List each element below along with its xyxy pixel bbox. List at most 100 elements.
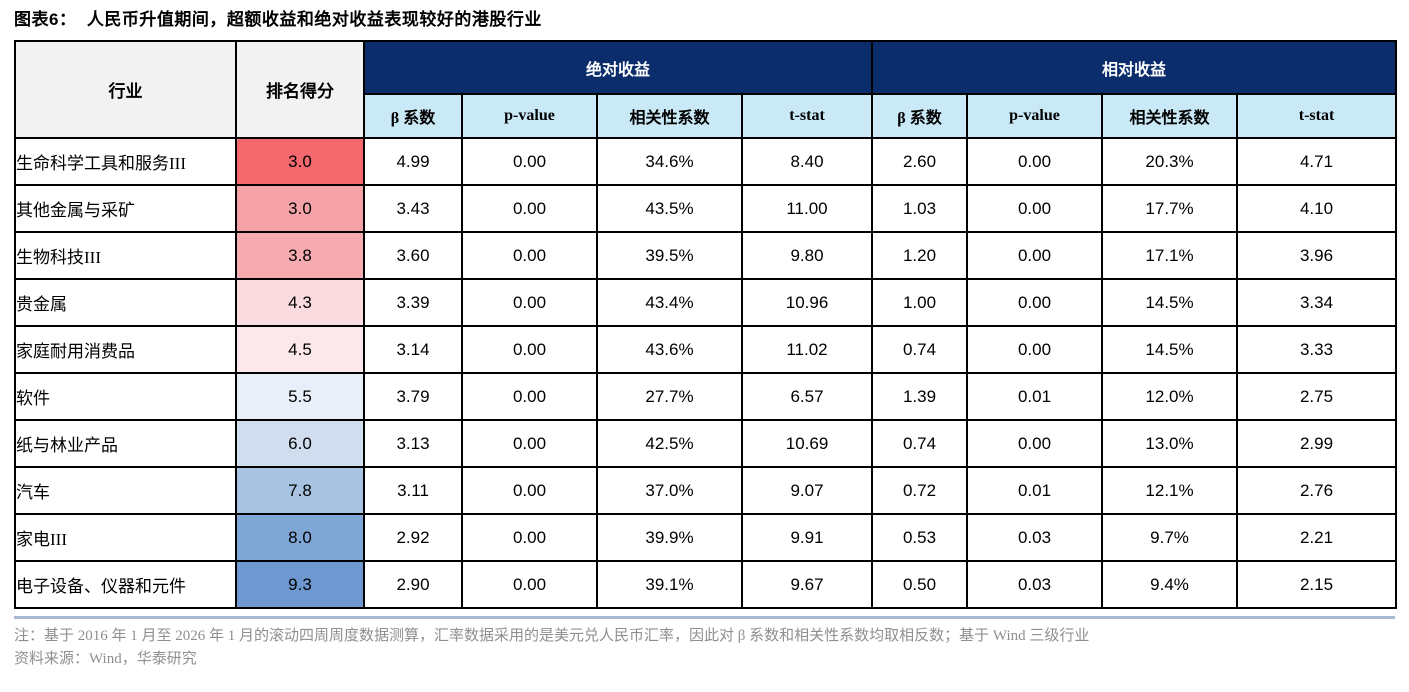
score-cell: 4.3 (235, 278, 365, 327)
rel-value-cell: 0.00 (966, 184, 1104, 233)
rel-value-cell: 0.74 (871, 325, 969, 374)
abs-value-cell: 0.00 (461, 278, 598, 327)
rel-value-cell: 17.7% (1101, 184, 1239, 233)
rel-value-cell: 0.74 (871, 419, 969, 468)
abs-value-cell: 27.7% (596, 372, 743, 421)
score-cell: 8.0 (235, 513, 365, 562)
table-row: 汽车 7.8 3.11 0.00 37.0% 9.07 0.72 0.01 12.1% 2.76 (14, 466, 1398, 515)
rel-value-cell: 17.1% (1101, 231, 1239, 280)
table-bottom-accent-line (14, 616, 1395, 619)
abs-value-cell: 0.00 (461, 231, 598, 280)
rel-value-cell: 2.15 (1236, 560, 1398, 609)
industry-cell: 软件 (14, 372, 237, 421)
industry-cell: 纸与林业产品 (14, 419, 237, 468)
abs-value-cell: 9.07 (740, 466, 874, 515)
rel-value-cell: 3.96 (1236, 231, 1398, 280)
abs-value-cell: 11.00 (740, 184, 874, 233)
rel-value-cell: 0.03 (966, 513, 1104, 562)
rel-value-cell: 0.00 (966, 419, 1104, 468)
rel-value-cell: 0.00 (966, 231, 1104, 280)
rel-value-cell: 0.00 (966, 137, 1104, 186)
rel-value-cell: 2.60 (871, 137, 969, 186)
abs-value-cell: 2.90 (363, 560, 463, 609)
score-cell: 4.5 (235, 325, 365, 374)
table-row: 电子设备、仪器和元件 9.3 2.90 0.00 39.1% 9.67 0.50 0.03 9.… (14, 560, 1398, 609)
rel-value-cell: 0.00 (966, 278, 1104, 327)
abs-value-cell: 43.4% (596, 278, 743, 327)
rel-tstat-header: t-stat (1236, 93, 1398, 139)
score-cell: 3.0 (235, 184, 365, 233)
score-cell: 7.8 (235, 466, 365, 515)
abs-value-cell: 4.99 (363, 137, 463, 186)
abs-value-cell: 8.40 (740, 137, 874, 186)
abs-value-cell: 3.39 (363, 278, 463, 327)
table-row: 家电III 8.0 2.92 0.00 39.9% 9.91 0.53 0.03 9.7% 2.2… (14, 513, 1398, 562)
rel-value-cell: 20.3% (1101, 137, 1239, 186)
abs-value-cell: 10.96 (740, 278, 874, 327)
abs-value-cell: 39.5% (596, 231, 743, 280)
abs-value-cell: 3.79 (363, 372, 463, 421)
score-cell: 6.0 (235, 419, 365, 468)
abs-value-cell: 3.11 (363, 466, 463, 515)
footnotes: 注：基于 2016 年 1 月至 2026 年 1 月的滚动四周周度数据测算，汇… (14, 625, 1400, 672)
abs-value-cell: 43.5% (596, 184, 743, 233)
score-cell: 5.5 (235, 372, 365, 421)
rel-value-cell: 9.7% (1101, 513, 1239, 562)
table-header: 行业 排名得分 绝对收益 相对收益 β 系数 p-value 相关性系数 t-s… (14, 40, 1398, 139)
table-row: 生命科学工具和服务III 3.0 4.99 0.00 34.6% 8.40 2.60 0.00… (14, 137, 1398, 186)
rel-value-cell: 0.72 (871, 466, 969, 515)
rel-value-cell: 3.33 (1236, 325, 1398, 374)
abs-value-cell: 9.80 (740, 231, 874, 280)
rel-pvalue-header: p-value (966, 93, 1104, 139)
rel-value-cell: 0.53 (871, 513, 969, 562)
rel-value-cell: 0.00 (966, 325, 1104, 374)
rel-value-cell: 0.50 (871, 560, 969, 609)
abs-value-cell: 0.00 (461, 466, 598, 515)
abs-value-cell: 39.1% (596, 560, 743, 609)
figure-title: 图表6： 人民币升值期间，超额收益和绝对收益表现较好的港股行业 (14, 10, 542, 29)
score-cell: 3.0 (235, 137, 365, 186)
rel-value-cell: 2.76 (1236, 466, 1398, 515)
industry-cell: 贵金属 (14, 278, 237, 327)
abs-tstat-header: t-stat (740, 93, 874, 139)
rel-value-cell: 14.5% (1101, 278, 1239, 327)
abs-value-cell: 3.13 (363, 419, 463, 468)
industry-cell: 生命科学工具和服务III (14, 137, 237, 186)
abs-value-cell: 42.5% (596, 419, 743, 468)
abs-value-cell: 0.00 (461, 184, 598, 233)
rel-value-cell: 2.21 (1236, 513, 1398, 562)
group-header-absolute-return: 绝对收益 (362, 40, 874, 95)
abs-value-cell: 3.14 (363, 325, 463, 374)
abs-value-cell: 3.43 (363, 184, 463, 233)
rel-value-cell: 2.75 (1236, 372, 1398, 421)
col-header-industry: 行业 (14, 40, 237, 139)
source-line: 资料来源：Wind，华泰研究 (14, 651, 197, 668)
abs-value-cell: 3.60 (363, 231, 463, 280)
rel-value-cell: 3.34 (1236, 278, 1398, 327)
rel-beta-header: β 系数 (871, 93, 969, 139)
rel-value-cell: 13.0% (1101, 419, 1239, 468)
table-row: 家庭耐用消费品 4.5 3.14 0.00 43.6% 11.02 0.74 0.00 14.5… (14, 325, 1398, 374)
abs-value-cell: 0.00 (461, 560, 598, 609)
industry-cell: 家庭耐用消费品 (14, 325, 237, 374)
industry-cell: 生物科技III (14, 231, 237, 280)
abs-value-cell: 34.6% (596, 137, 743, 186)
col-header-score: 排名得分 (235, 40, 365, 139)
rel-value-cell: 0.03 (966, 560, 1104, 609)
rel-value-cell: 2.99 (1236, 419, 1398, 468)
abs-value-cell: 6.57 (740, 372, 874, 421)
abs-value-cell: 0.00 (461, 325, 598, 374)
rel-value-cell: 0.01 (966, 372, 1104, 421)
abs-value-cell: 0.00 (461, 137, 598, 186)
abs-pvalue-header: p-value (461, 93, 598, 139)
group-header-relative-return: 相对收益 (871, 40, 1398, 95)
table-row: 贵金属 4.3 3.39 0.00 43.4% 10.96 1.00 0.00 14.5% 3.3… (14, 278, 1398, 327)
abs-value-cell: 43.6% (596, 325, 743, 374)
industry-cell: 家电III (14, 513, 237, 562)
rel-value-cell: 1.39 (871, 372, 969, 421)
abs-value-cell: 39.9% (596, 513, 743, 562)
note-line: 注：基于 2016 年 1 月至 2026 年 1 月的滚动四周周度数据测算，汇… (14, 628, 1090, 644)
rel-value-cell: 1.03 (871, 184, 969, 233)
abs-correlation-header: 相关性系数 (596, 93, 743, 139)
